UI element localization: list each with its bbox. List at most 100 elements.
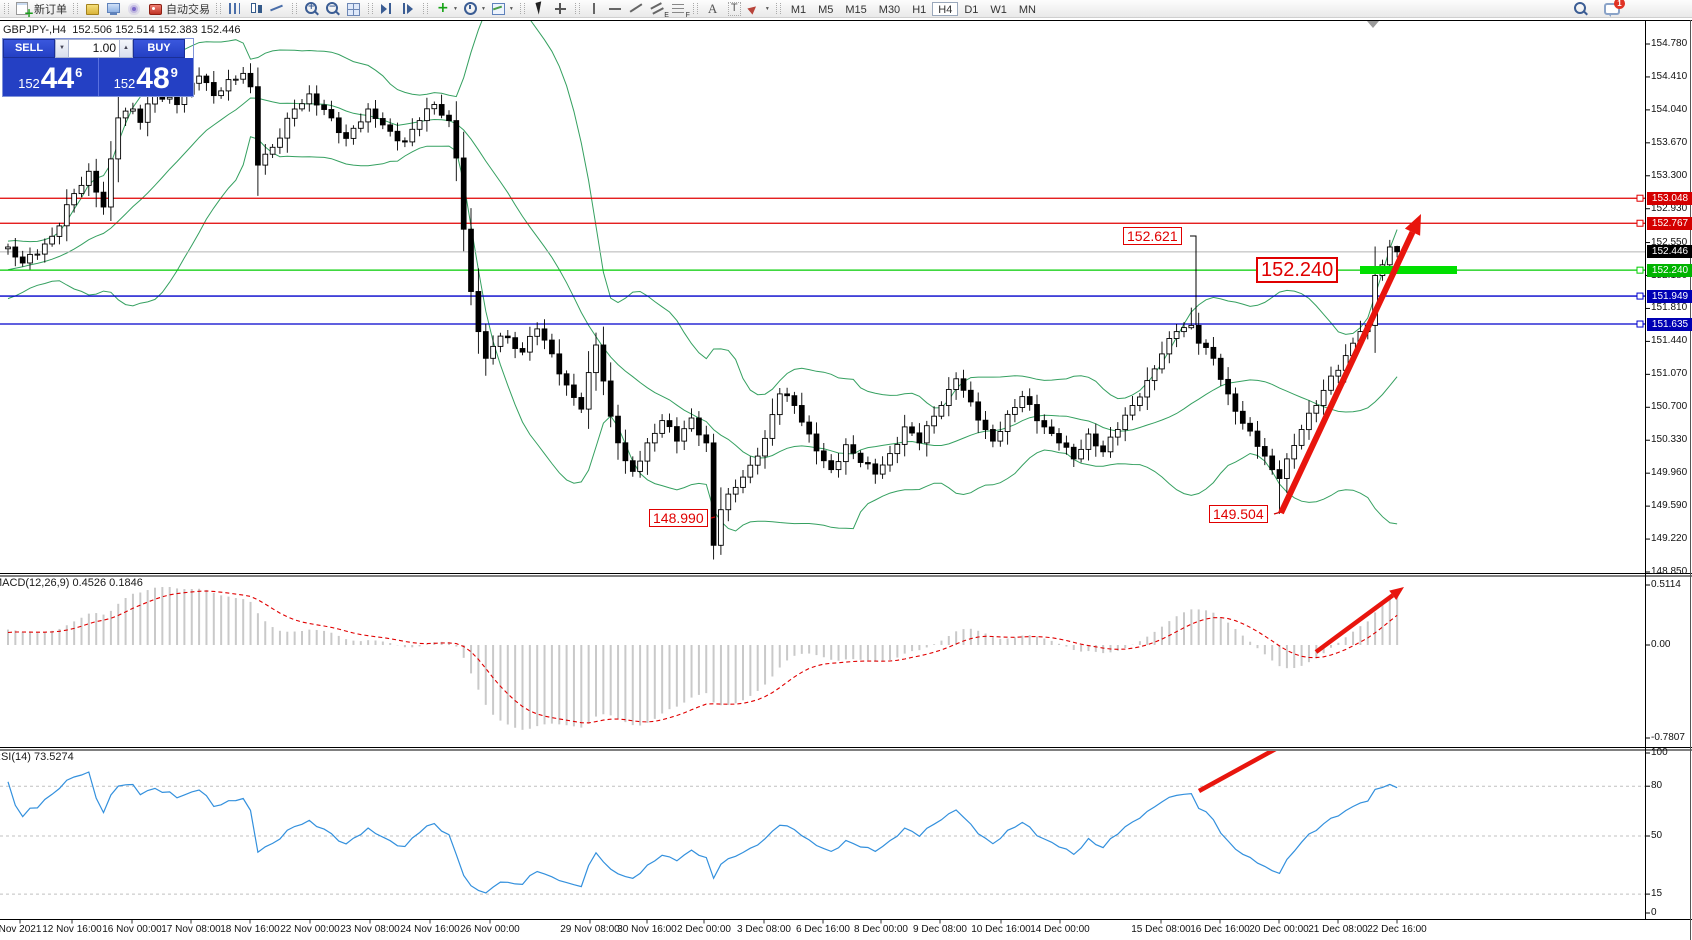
candle[interactable] bbox=[990, 429, 996, 442]
candle[interactable] bbox=[1225, 378, 1231, 395]
candle[interactable] bbox=[1217, 357, 1224, 380]
candle[interactable] bbox=[350, 127, 357, 139]
chart-shift-button[interactable] bbox=[377, 1, 398, 16]
candle[interactable] bbox=[843, 444, 849, 463]
candle[interactable] bbox=[644, 442, 651, 462]
candle[interactable] bbox=[78, 184, 85, 195]
toolbar-group-handle[interactable] bbox=[4, 3, 9, 14]
notifications-button[interactable]: 1 bbox=[1601, 0, 1625, 17]
price-annotation-bottom[interactable]: 148.990 bbox=[649, 509, 708, 527]
candle[interactable] bbox=[1247, 422, 1253, 432]
chart-shift-marker[interactable] bbox=[1367, 21, 1379, 28]
main-trend-arrow[interactable] bbox=[1278, 230, 1416, 515]
candle[interactable] bbox=[607, 380, 614, 417]
candle[interactable] bbox=[482, 331, 489, 359]
macd-trend-arrow[interactable] bbox=[1314, 593, 1395, 654]
candle[interactable] bbox=[365, 108, 372, 123]
toolbar-group-handle[interactable] bbox=[368, 3, 373, 14]
auto-scroll-button[interactable] bbox=[398, 1, 419, 16]
toolbar-group-handle[interactable] bbox=[216, 3, 221, 14]
toolbar-group-handle[interactable] bbox=[423, 3, 428, 14]
autotrading-button[interactable]: 自动交易 bbox=[145, 1, 212, 16]
candle[interactable] bbox=[1092, 433, 1099, 447]
candle[interactable] bbox=[718, 509, 724, 546]
candle[interactable] bbox=[571, 384, 577, 398]
candle[interactable] bbox=[1129, 405, 1136, 416]
candle[interactable] bbox=[1394, 246, 1400, 253]
timeframe-button-m30[interactable]: M30 bbox=[873, 2, 906, 16]
candle[interactable] bbox=[1284, 458, 1290, 479]
buy-price[interactable]: 152 48 9 bbox=[99, 58, 194, 96]
candle[interactable] bbox=[416, 120, 423, 130]
level-highlight-bar[interactable] bbox=[1360, 266, 1457, 274]
candle[interactable] bbox=[585, 372, 592, 410]
candle[interactable] bbox=[85, 170, 92, 186]
candle[interactable] bbox=[475, 291, 482, 333]
candle[interactable] bbox=[953, 378, 960, 390]
candle[interactable] bbox=[497, 335, 504, 347]
candle[interactable] bbox=[740, 476, 746, 488]
toolbar-group-handle[interactable] bbox=[692, 3, 698, 14]
candle[interactable] bbox=[262, 153, 269, 166]
candle[interactable] bbox=[960, 378, 967, 391]
toolbar-group-handle[interactable] bbox=[73, 3, 78, 14]
timeframe-button-h1[interactable]: H1 bbox=[906, 2, 932, 16]
candle[interactable] bbox=[402, 140, 408, 143]
candle[interactable] bbox=[696, 417, 702, 436]
candle[interactable] bbox=[593, 344, 599, 374]
candle[interactable] bbox=[820, 450, 827, 462]
signals-button[interactable] bbox=[124, 1, 145, 16]
candle[interactable] bbox=[622, 442, 629, 462]
candle[interactable] bbox=[409, 128, 416, 143]
candle[interactable] bbox=[218, 90, 224, 97]
candle[interactable] bbox=[115, 117, 122, 160]
candle[interactable] bbox=[1276, 469, 1283, 479]
candle[interactable] bbox=[1034, 404, 1040, 422]
candle[interactable] bbox=[372, 108, 379, 119]
candle[interactable] bbox=[5, 246, 11, 250]
new-order-button[interactable]: 新订单 bbox=[13, 1, 69, 19]
candle[interactable] bbox=[255, 86, 261, 166]
candle[interactable] bbox=[1173, 331, 1180, 339]
candle[interactable] bbox=[71, 193, 77, 206]
candle[interactable] bbox=[857, 452, 864, 463]
candle[interactable] bbox=[887, 453, 893, 466]
sell-button[interactable]: SELL bbox=[3, 39, 55, 58]
candle[interactable] bbox=[791, 395, 798, 406]
candle[interactable] bbox=[27, 253, 33, 264]
candle[interactable] bbox=[519, 348, 526, 353]
candle[interactable] bbox=[1320, 389, 1327, 406]
candle[interactable] bbox=[144, 103, 151, 123]
candle[interactable] bbox=[504, 335, 511, 339]
zoom-out-button[interactable]: − bbox=[322, 1, 343, 16]
timeframe-button-m1[interactable]: M1 bbox=[785, 2, 812, 16]
candle[interactable] bbox=[725, 493, 732, 511]
buy-button[interactable]: BUY bbox=[133, 39, 185, 58]
candle[interactable] bbox=[438, 104, 445, 116]
candle[interactable] bbox=[1063, 442, 1070, 448]
fibonacci-tool-button[interactable]: F bbox=[668, 1, 690, 19]
candle[interactable] bbox=[306, 93, 313, 105]
candle[interactable] bbox=[967, 389, 974, 403]
candle[interactable] bbox=[541, 328, 548, 341]
candle[interactable] bbox=[938, 405, 945, 417]
candle[interactable] bbox=[1386, 246, 1393, 266]
candle[interactable] bbox=[247, 72, 254, 88]
candle[interactable] bbox=[769, 414, 776, 439]
horizontal-line-tool-button[interactable] bbox=[605, 1, 626, 16]
indicators-menu-button[interactable]: ▼ bbox=[432, 1, 460, 16]
bar-chart-mode-button[interactable] bbox=[225, 1, 246, 16]
candle[interactable] bbox=[512, 337, 519, 349]
candle[interactable] bbox=[1056, 433, 1062, 444]
volume-input[interactable] bbox=[69, 39, 119, 58]
toolbar-group-handle[interactable] bbox=[519, 3, 525, 14]
candle[interactable] bbox=[460, 157, 467, 230]
candle[interactable] bbox=[299, 103, 305, 110]
candle[interactable] bbox=[166, 96, 173, 100]
candle[interactable] bbox=[850, 444, 857, 454]
candle[interactable] bbox=[203, 75, 210, 84]
candle[interactable] bbox=[225, 79, 232, 92]
candle[interactable] bbox=[798, 405, 805, 423]
candle[interactable] bbox=[446, 114, 452, 122]
timeframe-button-w1[interactable]: W1 bbox=[984, 2, 1013, 16]
